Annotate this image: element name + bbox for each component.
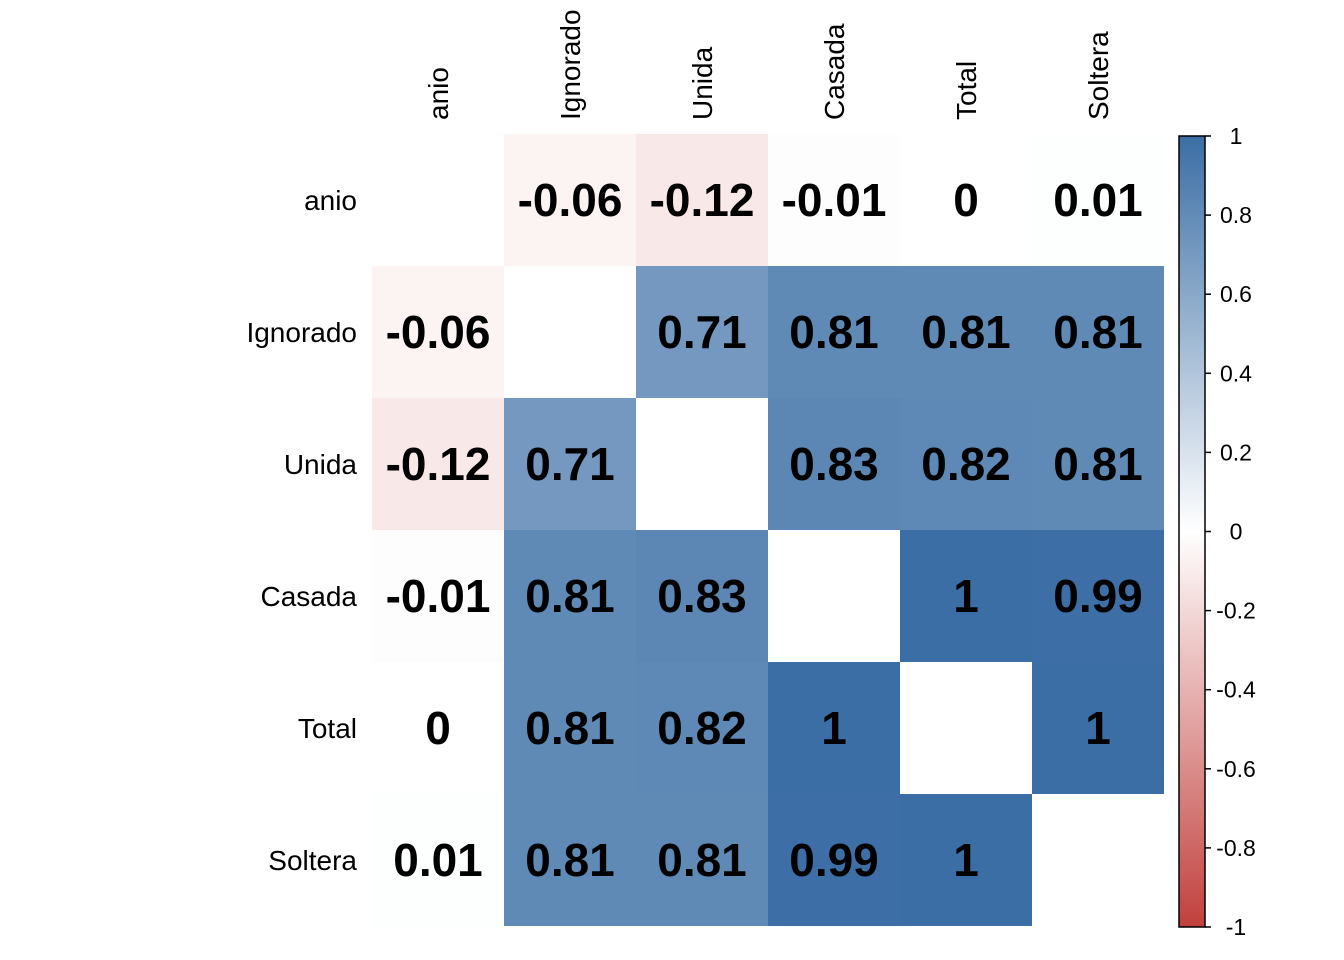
cell-value-label: 0.99 <box>1053 570 1143 622</box>
heatmap-cell <box>636 266 768 398</box>
row-label: Unida <box>284 449 358 480</box>
cell-value-label: 0 <box>953 174 979 226</box>
heatmap-cell <box>504 398 636 530</box>
heatmap-cell-empty <box>1032 794 1164 926</box>
heatmap-cell <box>900 134 1032 266</box>
cell-value-label: 1 <box>953 570 979 622</box>
cell-value-label: 0.81 <box>1053 306 1143 358</box>
row-label: Soltera <box>268 845 357 876</box>
column-label: Unida <box>687 46 718 120</box>
colorbar-tick-label: 0.6 <box>1220 281 1252 307</box>
column-label: anio <box>423 67 454 120</box>
heatmap-cell <box>636 794 768 926</box>
cell-value-label: 0.82 <box>921 438 1011 490</box>
heatmap-cell-empty <box>900 662 1032 794</box>
heatmap-cell <box>372 266 504 398</box>
colorbar-tick-label: 0.2 <box>1220 439 1252 465</box>
cell-value-label: 0.83 <box>657 570 747 622</box>
heatmap-cell <box>372 530 504 662</box>
cell-value-label: -0.06 <box>386 306 491 358</box>
heatmap-cell <box>504 134 636 266</box>
colorbar-tick-label: -0.8 <box>1216 835 1256 861</box>
cell-value-label: -0.06 <box>518 174 623 226</box>
colorbar-tick-label: -0.2 <box>1216 598 1256 624</box>
cell-value-label: 0 <box>425 702 451 754</box>
cell-value-label: 0.01 <box>393 834 483 886</box>
colorbar-tick-label: 0 <box>1230 519 1243 545</box>
heatmap-cell <box>1032 662 1164 794</box>
heatmap-cell <box>636 530 768 662</box>
cell-value-label: 0.71 <box>657 306 747 358</box>
heatmap-cell <box>1032 134 1164 266</box>
heatmap-cell <box>636 662 768 794</box>
cell-value-label: 0.83 <box>789 438 879 490</box>
cell-value-label: 1 <box>821 702 847 754</box>
colorbar: 1 0.8 0.6 0.4 0.2 0 -0.2 -0.4 -0.6 -0.8 -1 <box>1178 123 1256 940</box>
heatmap-cell <box>1032 530 1164 662</box>
cell-value-labels: -0.06 -0.12 -0.01 0 0.01 -0.06 0.71 0.81 0.81 0.8… <box>386 174 1143 886</box>
cell-value-label: 1 <box>953 834 979 886</box>
cell-value-label: 0.81 <box>525 834 615 886</box>
cell-value-label: 0.81 <box>525 570 615 622</box>
heatmap-cell <box>768 266 900 398</box>
heatmap-cell <box>1032 398 1164 530</box>
cell-value-label: -0.12 <box>386 438 491 490</box>
heatmap-cell <box>636 134 768 266</box>
heatmap-cell-empty <box>636 398 768 530</box>
heatmap-cell <box>768 134 900 266</box>
row-label: Ignorado <box>246 317 357 348</box>
heatmap-cell <box>900 794 1032 926</box>
heatmap-cell <box>768 794 900 926</box>
heatmap-cell-empty <box>504 266 636 398</box>
heatmap-cell <box>372 398 504 530</box>
heatmap-cell-empty <box>768 530 900 662</box>
heatmap-cell-empty <box>372 134 504 266</box>
colorbar-bar <box>1178 135 1206 928</box>
row-label: Total <box>298 713 357 744</box>
cell-value-label: -0.12 <box>650 174 755 226</box>
cell-value-label: 0.81 <box>657 834 747 886</box>
cell-value-label: 0.01 <box>1053 174 1143 226</box>
heatmap-cell <box>372 662 504 794</box>
colorbar-tick-label: 0.8 <box>1220 202 1252 228</box>
cell-value-label: -0.01 <box>782 174 887 226</box>
heatmap-cell <box>768 662 900 794</box>
row-label: Casada <box>260 581 357 612</box>
cell-value-label: 0.81 <box>525 702 615 754</box>
heatmap-cell <box>900 266 1032 398</box>
colorbar-tick-label: 0.4 <box>1220 360 1252 386</box>
heatmap-cell <box>504 530 636 662</box>
colorbar-tick-label: -1 <box>1226 914 1246 940</box>
column-label: Soltera <box>1083 31 1114 120</box>
cell-value-label: 0.99 <box>789 834 879 886</box>
heatmap-cell <box>372 794 504 926</box>
cell-value-label: 0.81 <box>789 306 879 358</box>
cell-value-label: 0.81 <box>921 306 1011 358</box>
cell-value-label: 0.82 <box>657 702 747 754</box>
colorbar-tick-label: 1 <box>1230 123 1243 149</box>
colorbar-tick-label: -0.6 <box>1216 756 1256 782</box>
heatmap-cell <box>504 662 636 794</box>
column-labels: anio Ignorado Unida Casada Total Soltera <box>423 9 1114 120</box>
column-label: Casada <box>819 23 850 120</box>
heatmap-cell <box>900 530 1032 662</box>
cell-value-label: -0.01 <box>386 570 491 622</box>
row-label: anio <box>304 185 357 216</box>
heatmap-cell <box>768 398 900 530</box>
row-labels: anio Ignorado Unida Casada Total Soltera <box>246 185 357 876</box>
column-label: Total <box>951 61 982 120</box>
cell-value-label: 0.81 <box>1053 438 1143 490</box>
heatmap-cell <box>1032 266 1164 398</box>
cell-value-label: 0.71 <box>525 438 615 490</box>
cell-value-label: 1 <box>1085 702 1111 754</box>
colorbar-tick-label: -0.4 <box>1216 677 1256 703</box>
heatmap-cell <box>504 794 636 926</box>
column-label: Ignorado <box>555 9 586 120</box>
heatmap-cells <box>372 134 1164 926</box>
heatmap-cell <box>900 398 1032 530</box>
